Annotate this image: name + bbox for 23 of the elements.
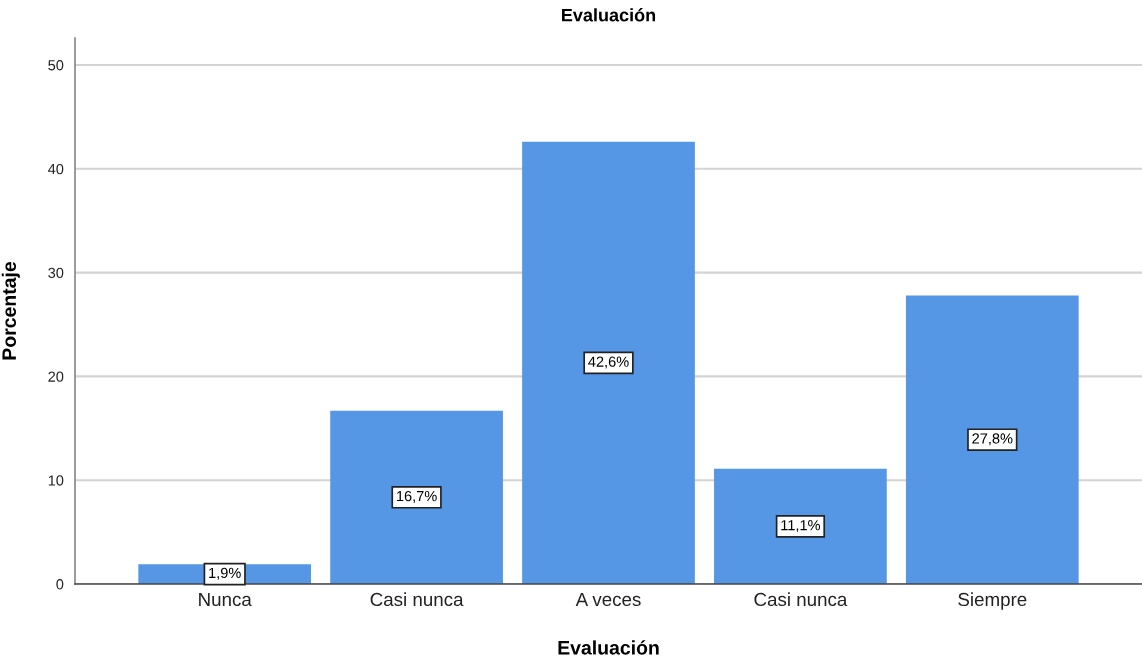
- chart-title: Evaluación: [562, 8, 656, 22]
- x-axis-title: Evaluación: [558, 640, 659, 655]
- bar: [330, 410, 503, 584]
- y-tick-label: 50: [48, 60, 64, 71]
- x-tick-label: A veces: [575, 593, 641, 607]
- x-tick-label: Casi nunca: [754, 592, 848, 607]
- bar: [714, 468, 887, 584]
- y-axis-title: Porcentaje: [1, 261, 20, 360]
- y-tick-label: 10: [48, 475, 64, 486]
- x-tick-label: Nunca: [199, 593, 252, 607]
- y-tick-label: 40: [48, 163, 64, 175]
- bar: [905, 295, 1079, 584]
- data-label: 1,9%: [209, 567, 241, 580]
- x-tick-label: Casi nunca: [370, 592, 464, 607]
- bar: [522, 141, 695, 584]
- x-tick-label: Siempre: [958, 592, 1027, 610]
- y-tick-label: 30: [48, 267, 64, 279]
- data-label: 42,6%: [588, 356, 629, 369]
- data-label: 16,7%: [397, 490, 437, 503]
- y-tick-label: 0: [56, 579, 64, 590]
- data-label: 11,1%: [781, 520, 821, 533]
- data-label: 27,8%: [972, 433, 1013, 446]
- y-tick-label: 20: [48, 371, 64, 382]
